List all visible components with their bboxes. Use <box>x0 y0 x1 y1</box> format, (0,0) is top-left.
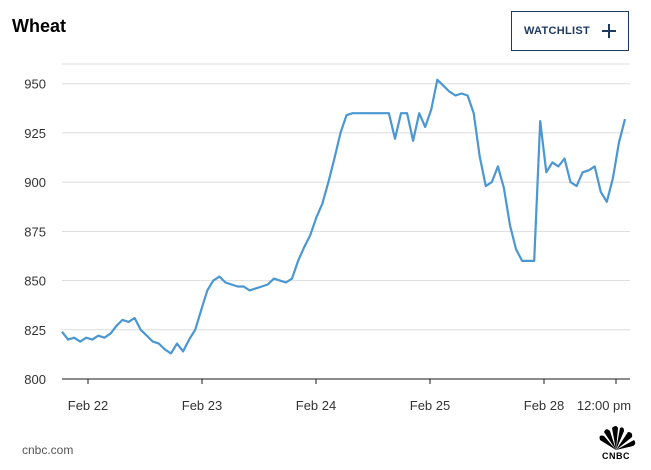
price-line <box>61 78 627 355</box>
y-tick-label: 900 <box>24 175 46 190</box>
plus-icon <box>602 24 617 38</box>
source-label: cnbc.com <box>22 443 74 457</box>
watchlist-label: WATCHLIST <box>523 25 591 37</box>
x-tick-label: Feb 23 <box>182 398 222 413</box>
x-tick-label: Feb 28 <box>524 398 564 413</box>
x-tick-label: Feb 22 <box>68 398 108 413</box>
y-tick-label: 850 <box>24 274 46 289</box>
watchlist-button[interactable]: WATCHLIST <box>511 11 629 51</box>
page-title: Wheat <box>12 16 66 36</box>
x-axis: Feb 22 Feb 23 Feb 24 Feb 25 Feb 28 12:00 pm <box>68 379 631 413</box>
y-tick-label: 875 <box>24 224 46 239</box>
chart-grid <box>62 63 630 380</box>
x-tick-label: 12:00 pm <box>577 398 631 413</box>
cnbc-peacock-icon <box>599 426 636 450</box>
y-axis-labels: 800 825 850 875 900 925 950 <box>24 77 46 387</box>
y-tick-label: 825 <box>24 323 46 338</box>
cnbc-logo-text: CNBC <box>602 451 630 461</box>
y-tick-label: 950 <box>24 77 46 92</box>
price-chart: 800 825 850 875 900 925 950 Feb 22 Feb 23 Feb 24… <box>24 63 631 413</box>
y-tick-label: 925 <box>24 126 46 141</box>
y-tick-label: 800 <box>24 372 46 387</box>
x-tick-label: Feb 25 <box>410 398 450 413</box>
x-tick-label: Feb 24 <box>296 398 336 413</box>
series-line <box>61 78 627 355</box>
